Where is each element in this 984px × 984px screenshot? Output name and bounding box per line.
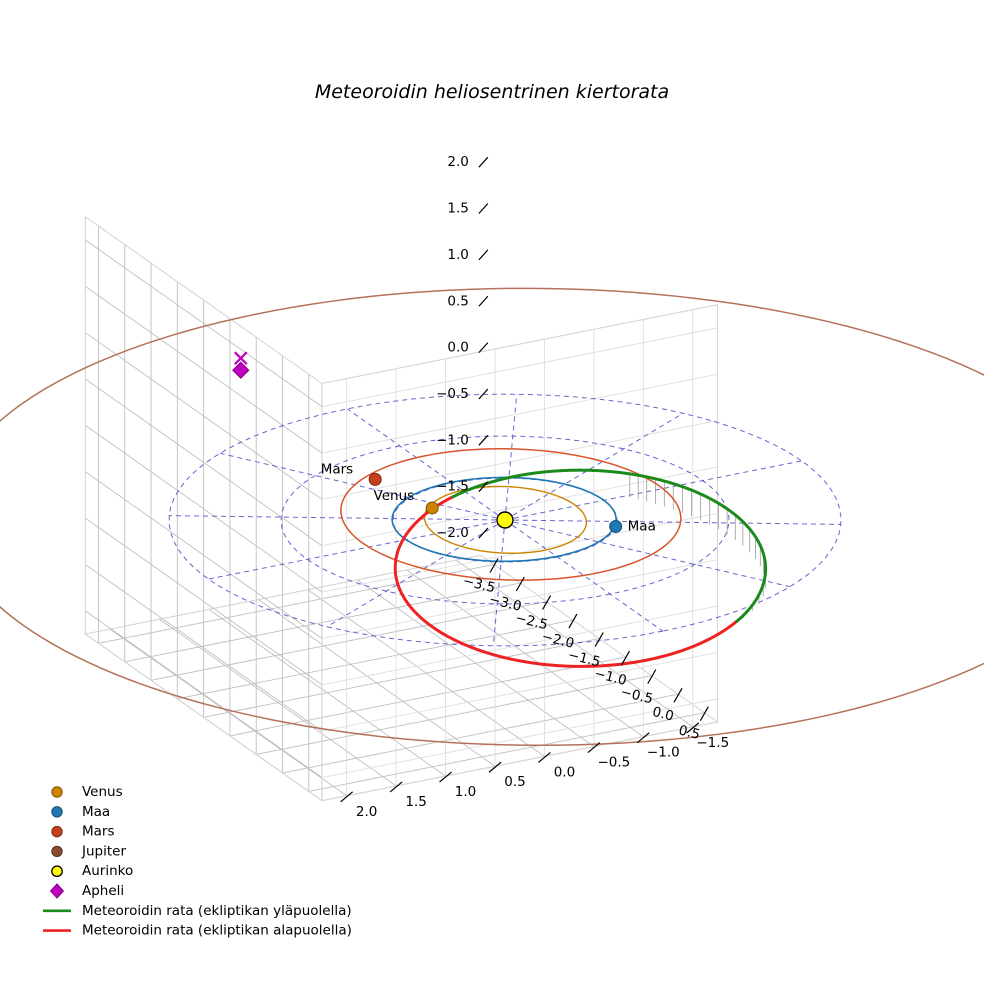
x-tick-label: −2.5 [514, 610, 550, 633]
legend-label: Apheli [82, 883, 124, 899]
z-tick-label: −0.5 [436, 386, 469, 402]
y-tick-label: 1.5 [405, 794, 426, 810]
meteoroid-below-ecliptic [393, 495, 737, 668]
legend-label: Jupiter [81, 843, 126, 859]
earth-label: Maa [628, 518, 656, 534]
x-tick-label: 0.0 [651, 704, 676, 725]
legend-marker-circle [51, 865, 63, 878]
legend-item[interactable]: Maa [51, 804, 110, 820]
z-tick-label: 2.0 [447, 154, 468, 170]
x-tick-label: −2.0 [540, 628, 576, 651]
legend-label: Venus [82, 784, 123, 800]
legend-marker-circle [51, 786, 63, 798]
axes-panes [83, 215, 719, 802]
legend-marker-circle [51, 825, 63, 838]
y-tick-label: 1.0 [455, 784, 476, 800]
legend-item[interactable]: Meteoroidin rata (ekliptikan alapuolella… [43, 923, 352, 939]
aphelion-marker [232, 361, 250, 379]
venus-label: Venus [374, 488, 415, 504]
meteoroid-above-ecliptic [460, 468, 768, 625]
aphelion-cross-marker [234, 351, 248, 365]
x-tick-label: −1.0 [593, 665, 629, 688]
y-tick-label: 0.0 [554, 764, 575, 780]
legend-item[interactable]: Meteoroidin rata (ekliptikan yläpuolella… [43, 903, 352, 919]
legend-item[interactable]: Jupiter [51, 843, 127, 859]
marker-mars [368, 472, 382, 486]
orbit-mars [340, 448, 682, 581]
z-tick-label: 1.5 [447, 201, 468, 217]
mars-label: Mars [321, 461, 354, 477]
z-tick-label: −1.0 [436, 432, 469, 448]
legend-label: Maa [82, 804, 110, 820]
z-tick-label: 0.0 [447, 340, 468, 356]
axis-ticks: −2.0−1.5−1.0−0.50.00.51.01.52.0−3.5−3.0−… [340, 154, 729, 820]
meteoroid-orbit [393, 468, 768, 668]
y-tick-label: −1.0 [647, 745, 680, 761]
legend-item[interactable]: Mars [51, 824, 115, 840]
x-tick-label: −1.5 [566, 647, 602, 670]
legend-item[interactable]: Apheli [49, 883, 125, 899]
legend-label: Mars [82, 824, 115, 840]
meteoroid-above-ecliptic [451, 491, 464, 499]
marker-venus [425, 501, 439, 515]
legend-item[interactable]: Aurinko [51, 863, 133, 879]
y-tick-label: 2.0 [356, 804, 377, 820]
orbit-droplines [629, 473, 766, 618]
legend-marker-diamond [49, 883, 65, 899]
y-tick-label: 0.5 [504, 774, 525, 790]
legend-label: Meteoroidin rata (ekliptikan alapuolella… [82, 923, 352, 939]
x-tick-label: −3.5 [461, 573, 497, 596]
orbit-jupiter [0, 287, 984, 746]
marker-maa [609, 519, 623, 533]
page-title: Meteoroidin heliosentrinen kiertorata [315, 81, 669, 103]
legend-label: Meteoroidin rata (ekliptikan yläpuolella… [82, 903, 352, 919]
z-tick-label: −2.0 [436, 525, 469, 541]
y-tick-label: −1.5 [696, 735, 729, 751]
legend-label: Aurinko [82, 863, 133, 879]
z-tick-label: 0.5 [447, 293, 468, 309]
body-markers: Mars Venus Maa [232, 351, 656, 534]
legend-marker-circle [51, 845, 63, 858]
marker-aurinko [496, 511, 514, 529]
legend-marker-circle [51, 806, 63, 818]
legend: Venus Maa Mars Jupiter Aurinko Apheli Meteoroi… [43, 784, 352, 939]
z-tick-label: 1.0 [447, 247, 468, 263]
legend-item[interactable]: Venus [51, 784, 123, 800]
y-tick-label: −0.5 [597, 755, 630, 771]
x-tick-label: −3.0 [487, 591, 523, 614]
x-tick-label: −0.5 [619, 684, 655, 707]
x-tick-label: 0.5 [677, 722, 702, 743]
z-tick-label: −1.5 [436, 479, 469, 495]
